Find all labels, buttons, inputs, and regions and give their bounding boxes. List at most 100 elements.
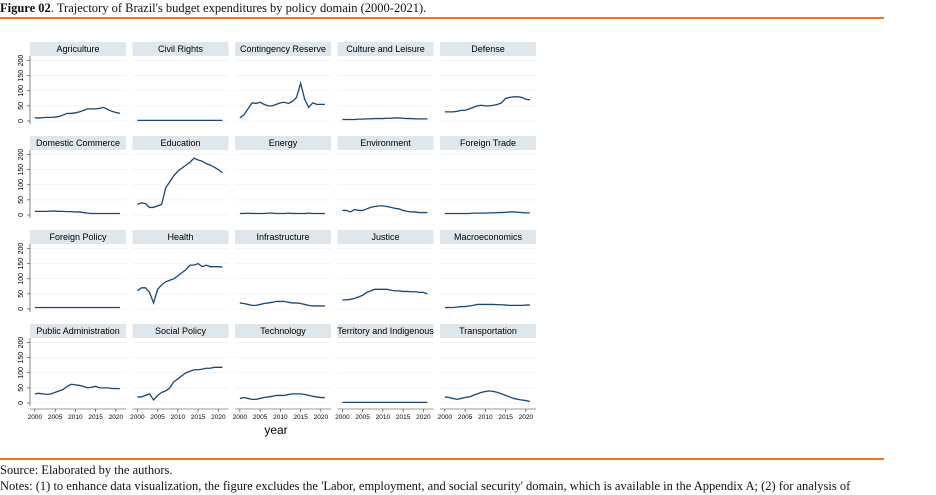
line — [444, 211, 530, 215]
line — [444, 390, 531, 403]
panel-title: Foreign Trade — [460, 138, 516, 148]
x-tick-label: 2000 — [335, 414, 350, 421]
y-tick-label: 50 — [18, 290, 25, 298]
panel-title: Justice — [371, 232, 399, 242]
x-tick-label: 2005 — [458, 414, 473, 421]
y-tick-label: 150 — [18, 164, 25, 176]
panel-title: Territory and Indigenous — [337, 326, 434, 336]
strip — [132, 42, 229, 56]
strip — [235, 42, 331, 56]
strip — [132, 136, 229, 150]
panel-title: Macroeconomics — [454, 232, 523, 242]
line — [136, 262, 223, 305]
strip — [30, 230, 126, 244]
y-tick-label: 100 — [18, 367, 25, 379]
y-tick-label: 150 — [18, 70, 25, 82]
strip — [235, 324, 331, 338]
y-tick-label: 0 — [18, 119, 25, 123]
strip — [337, 324, 434, 338]
x-tick-label: 2000 — [438, 414, 453, 421]
x-tick-label: 2005 — [355, 414, 370, 421]
x-tick-label: 2015 — [88, 414, 103, 421]
x-axis-title: year — [264, 423, 287, 437]
figure-caption: Figure 02. Trajectory of Brazil's budget… — [0, 1, 426, 16]
x-tick-label: 2020 — [109, 414, 124, 421]
y-tick-label: 0 — [18, 213, 25, 217]
x-tick-label: 2010 — [273, 414, 288, 421]
y-tick-label: 0 — [18, 307, 25, 311]
line — [444, 303, 530, 309]
line — [239, 300, 325, 307]
strip — [337, 136, 434, 150]
figure-title: . Trajectory of Brazil's budget expendit… — [50, 1, 427, 15]
panel-title: Energy — [269, 138, 298, 148]
line — [342, 205, 428, 214]
panel-title: Transportation — [459, 326, 517, 336]
x-tick-label: 2020 — [314, 414, 329, 421]
x-tick-label: 2010 — [171, 414, 186, 421]
panel-title: Public Administration — [36, 326, 120, 336]
panel-title: Foreign Policy — [49, 232, 107, 242]
x-tick-label: 2010 — [376, 414, 391, 421]
y-tick-label: 200 — [18, 337, 25, 349]
y-tick-label: 200 — [18, 149, 25, 161]
y-tick-label: 150 — [18, 352, 25, 364]
line — [239, 80, 325, 119]
y-tick-label: 50 — [18, 196, 25, 204]
strip — [30, 136, 126, 150]
strip — [235, 230, 331, 244]
x-tick-label: 2010 — [68, 414, 83, 421]
x-tick-label: 2020 — [519, 414, 534, 421]
line — [137, 157, 223, 209]
y-tick-label: 50 — [18, 102, 25, 110]
panel-title: Environment — [360, 138, 411, 148]
x-tick-label: 2005 — [150, 414, 165, 421]
panel-title: Contingency Reserve — [240, 44, 326, 54]
line — [444, 96, 531, 113]
line — [137, 366, 223, 402]
panel-title: Technology — [260, 326, 306, 336]
strip — [132, 230, 229, 244]
panel-title: Agriculture — [56, 44, 99, 54]
panel-title: Health — [167, 232, 193, 242]
y-tick-label: 0 — [18, 401, 25, 405]
y-tick-label: 200 — [18, 243, 25, 255]
x-tick-label: 2005 — [48, 414, 63, 421]
figure-label: Figure 02 — [0, 1, 51, 15]
line — [342, 117, 428, 121]
line — [239, 393, 325, 400]
y-tick-label: 200 — [18, 55, 25, 67]
x-tick-label: 2015 — [498, 414, 513, 421]
panel-title: Education — [160, 138, 200, 148]
x-tick-label: 2010 — [478, 414, 493, 421]
x-tick-label: 2000 — [28, 414, 43, 421]
x-tick-label: 2000 — [233, 414, 248, 421]
line — [34, 106, 121, 119]
panel-title: Social Policy — [155, 326, 207, 336]
source: Source: Elaborated by the authors. — [0, 463, 173, 477]
rule — [0, 17, 884, 19]
x-tick-label: 2015 — [293, 414, 308, 421]
y-tick-label: 100 — [18, 273, 25, 285]
panel-title: Infrastructure — [256, 232, 309, 242]
strip — [30, 324, 126, 338]
strip — [440, 324, 536, 338]
chart: Agriculture 0 50 100 150 200 Civil Rights Conti… — [18, 42, 536, 437]
strip — [132, 324, 229, 338]
y-tick-label: 150 — [18, 258, 25, 270]
x-tick-label: 2020 — [416, 414, 431, 421]
x-tick-label: 2000 — [130, 414, 145, 421]
x-tick-label: 2005 — [253, 414, 268, 421]
rule — [0, 458, 884, 460]
y-tick-label: 100 — [18, 85, 25, 97]
strip — [440, 42, 536, 56]
y-tick-label: 100 — [18, 179, 25, 191]
line — [34, 383, 120, 396]
panel-title: Culture and Leisure — [346, 44, 425, 54]
x-tick-label: 2015 — [396, 414, 411, 421]
strip — [440, 136, 536, 150]
notes: Notes: (1) to enhance data visualization… — [0, 479, 851, 493]
panel-title: Civil Rights — [158, 44, 204, 54]
x-tick-label: 2020 — [211, 414, 226, 421]
